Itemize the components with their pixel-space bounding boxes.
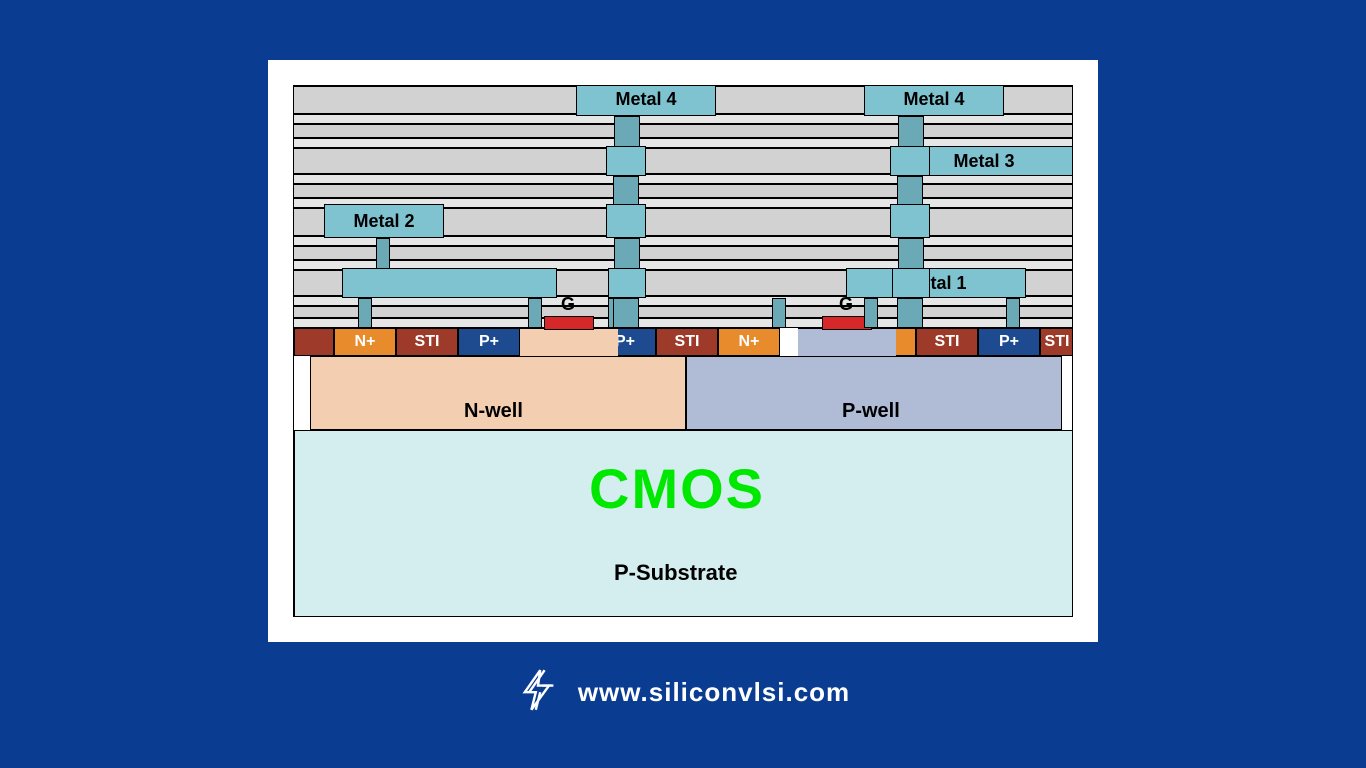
metal-block-block: Metal 4 (576, 85, 716, 116)
cmos-cross-section: N-wellP-wellN+STIP+P+STIN+N+STIP+STIGGMe… (293, 85, 1073, 617)
footer-url: www.siliconvlsi.com (578, 677, 850, 708)
nwell-label: N-well (464, 400, 523, 423)
sti-block (294, 328, 334, 356)
metal-block-block (890, 146, 930, 176)
metal-block-block (342, 268, 557, 298)
via (613, 298, 639, 328)
via (614, 238, 640, 272)
sti-block: STI (1040, 328, 1073, 356)
metal-block-block: Metal 4 (864, 85, 1004, 116)
via (528, 298, 542, 328)
sti-block: STI (916, 328, 978, 356)
metal-block-block (890, 204, 930, 238)
via (614, 116, 640, 150)
pwell-label: P-well (842, 400, 900, 423)
via (897, 298, 923, 328)
metal-block-block: Metal 2 (324, 204, 444, 238)
via (864, 298, 878, 328)
sti-block: STI (656, 328, 718, 356)
np-block: N+ (718, 328, 780, 356)
cmos-title: CMOS (589, 456, 765, 521)
via (1006, 298, 1020, 328)
pp-block: P+ (978, 328, 1040, 356)
pp-block: P+ (458, 328, 520, 356)
metal-block-block (606, 204, 646, 238)
diagram-card: N-wellP-wellN+STIP+P+STIN+N+STIP+STIGGMe… (268, 60, 1098, 642)
metal-block-block (608, 268, 646, 298)
metal-block-block (892, 268, 930, 298)
lightning-icon (516, 668, 560, 717)
gate-label: G (561, 294, 575, 315)
via (376, 238, 390, 272)
via (898, 116, 924, 150)
via (772, 298, 786, 328)
via (358, 298, 372, 328)
footer: www.siliconvlsi.com (0, 668, 1366, 717)
gate-block (544, 316, 594, 330)
metal-block-block (606, 146, 646, 176)
np-block: N+ (334, 328, 396, 356)
via (898, 238, 924, 272)
sti-block: STI (396, 328, 458, 356)
metal-block-block: Metal 1 (846, 268, 1026, 298)
substrate-label: P-Substrate (614, 560, 737, 586)
